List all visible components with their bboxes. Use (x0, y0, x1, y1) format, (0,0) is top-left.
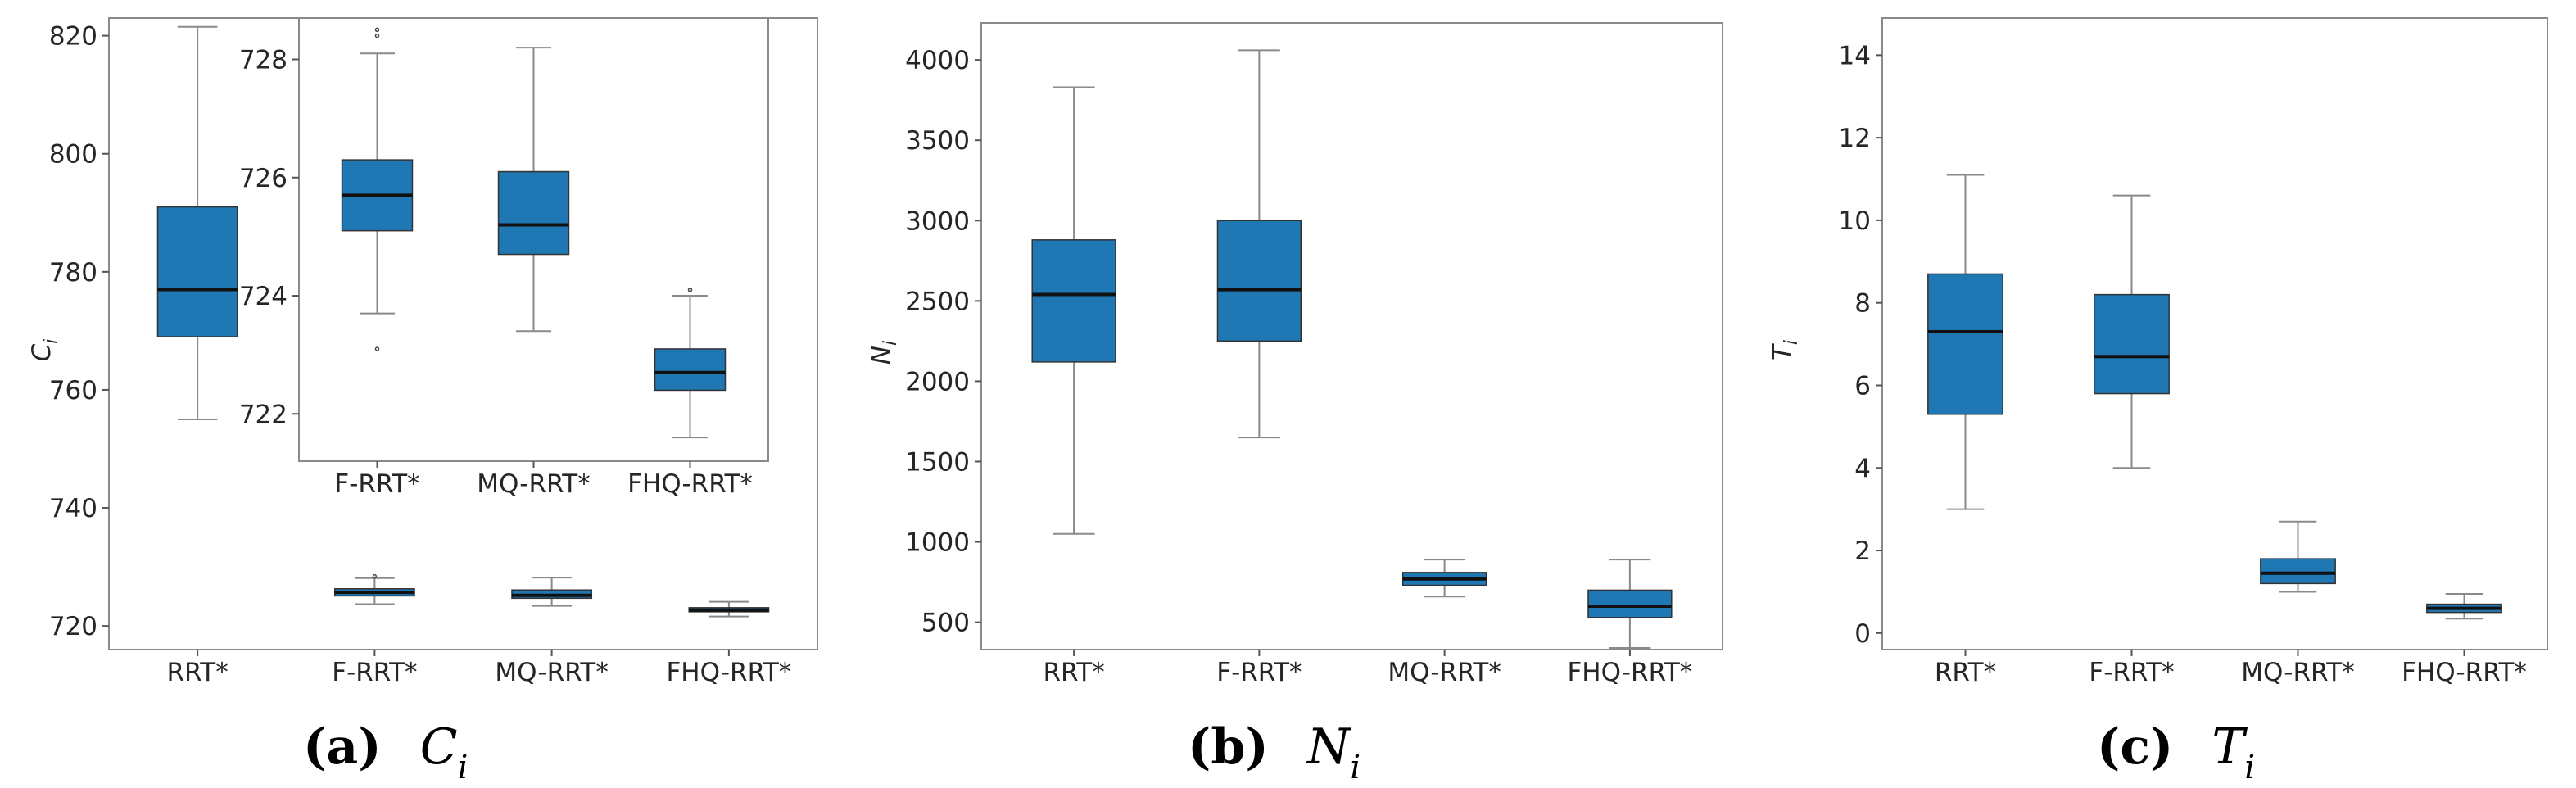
inset-y-tick-label: 724 (239, 282, 287, 311)
flier-point (374, 346, 380, 351)
box-2 (1401, 559, 1487, 598)
y-tick-label: 8 (1854, 289, 1871, 319)
box-3 (688, 600, 770, 618)
box-iqr (1927, 273, 2003, 415)
box-iqr (654, 348, 727, 392)
flier-point (374, 27, 380, 33)
inset-x-tick-label: F-RRT* (334, 469, 419, 499)
axes-frame (980, 22, 1723, 650)
flier-point (372, 573, 378, 579)
x-tick-label: RRT* (166, 658, 228, 687)
caption-a: (a) Ci (303, 718, 468, 786)
x-tick-label: FHQ-RRT* (666, 658, 791, 687)
y-tick-label: 720 (49, 612, 97, 641)
y-tick-label: 500 (921, 609, 970, 638)
x-tick-label: F-RRT* (1216, 658, 1302, 687)
y-axis-label: Ci (27, 339, 61, 362)
y-tick-label: 760 (49, 376, 97, 405)
inset-plot: 722 724 726 728 F-RRT* MQ-RRT* FHQ-RRT* (239, 17, 769, 499)
y-tick-label: 4 (1854, 454, 1871, 483)
y-tick-label: 2 (1854, 537, 1871, 566)
box-2 (511, 577, 593, 607)
x-tick-label: FHQ-RRT* (1567, 658, 1692, 687)
y-tick-label: 6 (1854, 371, 1871, 401)
inset-box-2 (654, 288, 727, 439)
y-tick-label: 2500 (905, 287, 970, 316)
box-1 (2094, 194, 2170, 469)
y-tick-label: 3000 (905, 206, 970, 236)
y-tick-label: 4000 (905, 46, 970, 75)
y-axis-label: Ni (867, 341, 901, 365)
box-3 (1587, 559, 1673, 650)
y-tick-label: 10 (1839, 206, 1871, 236)
x-tick-label: MQ-RRT* (495, 658, 608, 687)
flier-point (687, 288, 693, 292)
y-tick-label: 12 (1839, 124, 1871, 153)
y-tick-label: 3500 (905, 126, 970, 156)
box-iqr (2260, 558, 2336, 585)
y-tick-label: 1000 (905, 528, 970, 558)
y-axis-label: Ti (1768, 340, 1802, 360)
box-iqr (2094, 293, 2170, 395)
x-tick-label: F-RRT* (332, 658, 417, 687)
panel-c: 0 2 4 6 8 10 12 14 RRT* F-RRT* MQ-RRT* FHQ-RRT* Ti (1768, 17, 2548, 687)
box-1 (333, 573, 415, 605)
x-tick-label: MQ-RRT* (1388, 658, 1501, 687)
caption-c: (c) Ti (2097, 718, 2255, 786)
x-tick-label: RRT* (1043, 658, 1104, 687)
inset-x-tick-label: MQ-RRT* (477, 469, 590, 499)
x-tick-label: MQ-RRT* (2241, 658, 2354, 687)
inset-x-tick-label: FHQ-RRT* (627, 469, 753, 499)
box-3 (2426, 592, 2502, 620)
axes-frame (1881, 17, 2548, 650)
caption-b: (b) Ni (1188, 718, 1360, 786)
inset-y-tick-label: 728 (239, 45, 287, 75)
y-tick-label: 2000 (905, 367, 970, 396)
box-0 (1031, 86, 1116, 535)
inset-y-tick-label: 722 (239, 400, 287, 429)
inset-box-1 (497, 47, 570, 333)
y-tick-label: 14 (1839, 41, 1871, 70)
box-0 (156, 25, 238, 420)
y-tick-label: 0 (1854, 619, 1871, 649)
inset-box-0 (341, 27, 414, 351)
y-tick-label: 800 (49, 140, 97, 170)
panel-b: 500 1000 1500 2000 2500 3000 3500 4000 RRT* F-RRT… (867, 22, 1723, 687)
box-iqr (156, 206, 238, 337)
box-2 (2260, 520, 2336, 593)
box-1 (1216, 49, 1302, 439)
x-tick-label: FHQ-RRT* (2402, 658, 2527, 687)
box-iqr (497, 170, 570, 256)
x-tick-label: F-RRT* (2089, 658, 2174, 687)
y-tick-label: 780 (49, 258, 97, 288)
box-iqr (1587, 589, 1673, 618)
box-iqr (1216, 220, 1302, 342)
panel-a: 720 740 760 780 800 820 RRT* F-RRT* MQ-RRT* FHQ-R… (27, 17, 818, 687)
box-0 (1927, 174, 2003, 510)
flier-point (374, 33, 380, 38)
y-tick-label: 740 (49, 494, 97, 523)
y-tick-label: 820 (49, 22, 97, 52)
x-tick-label: RRT* (1935, 658, 1996, 687)
y-tick-label: 1500 (905, 448, 970, 478)
inset-y-tick-label: 726 (239, 164, 287, 193)
box-iqr (1031, 239, 1116, 363)
